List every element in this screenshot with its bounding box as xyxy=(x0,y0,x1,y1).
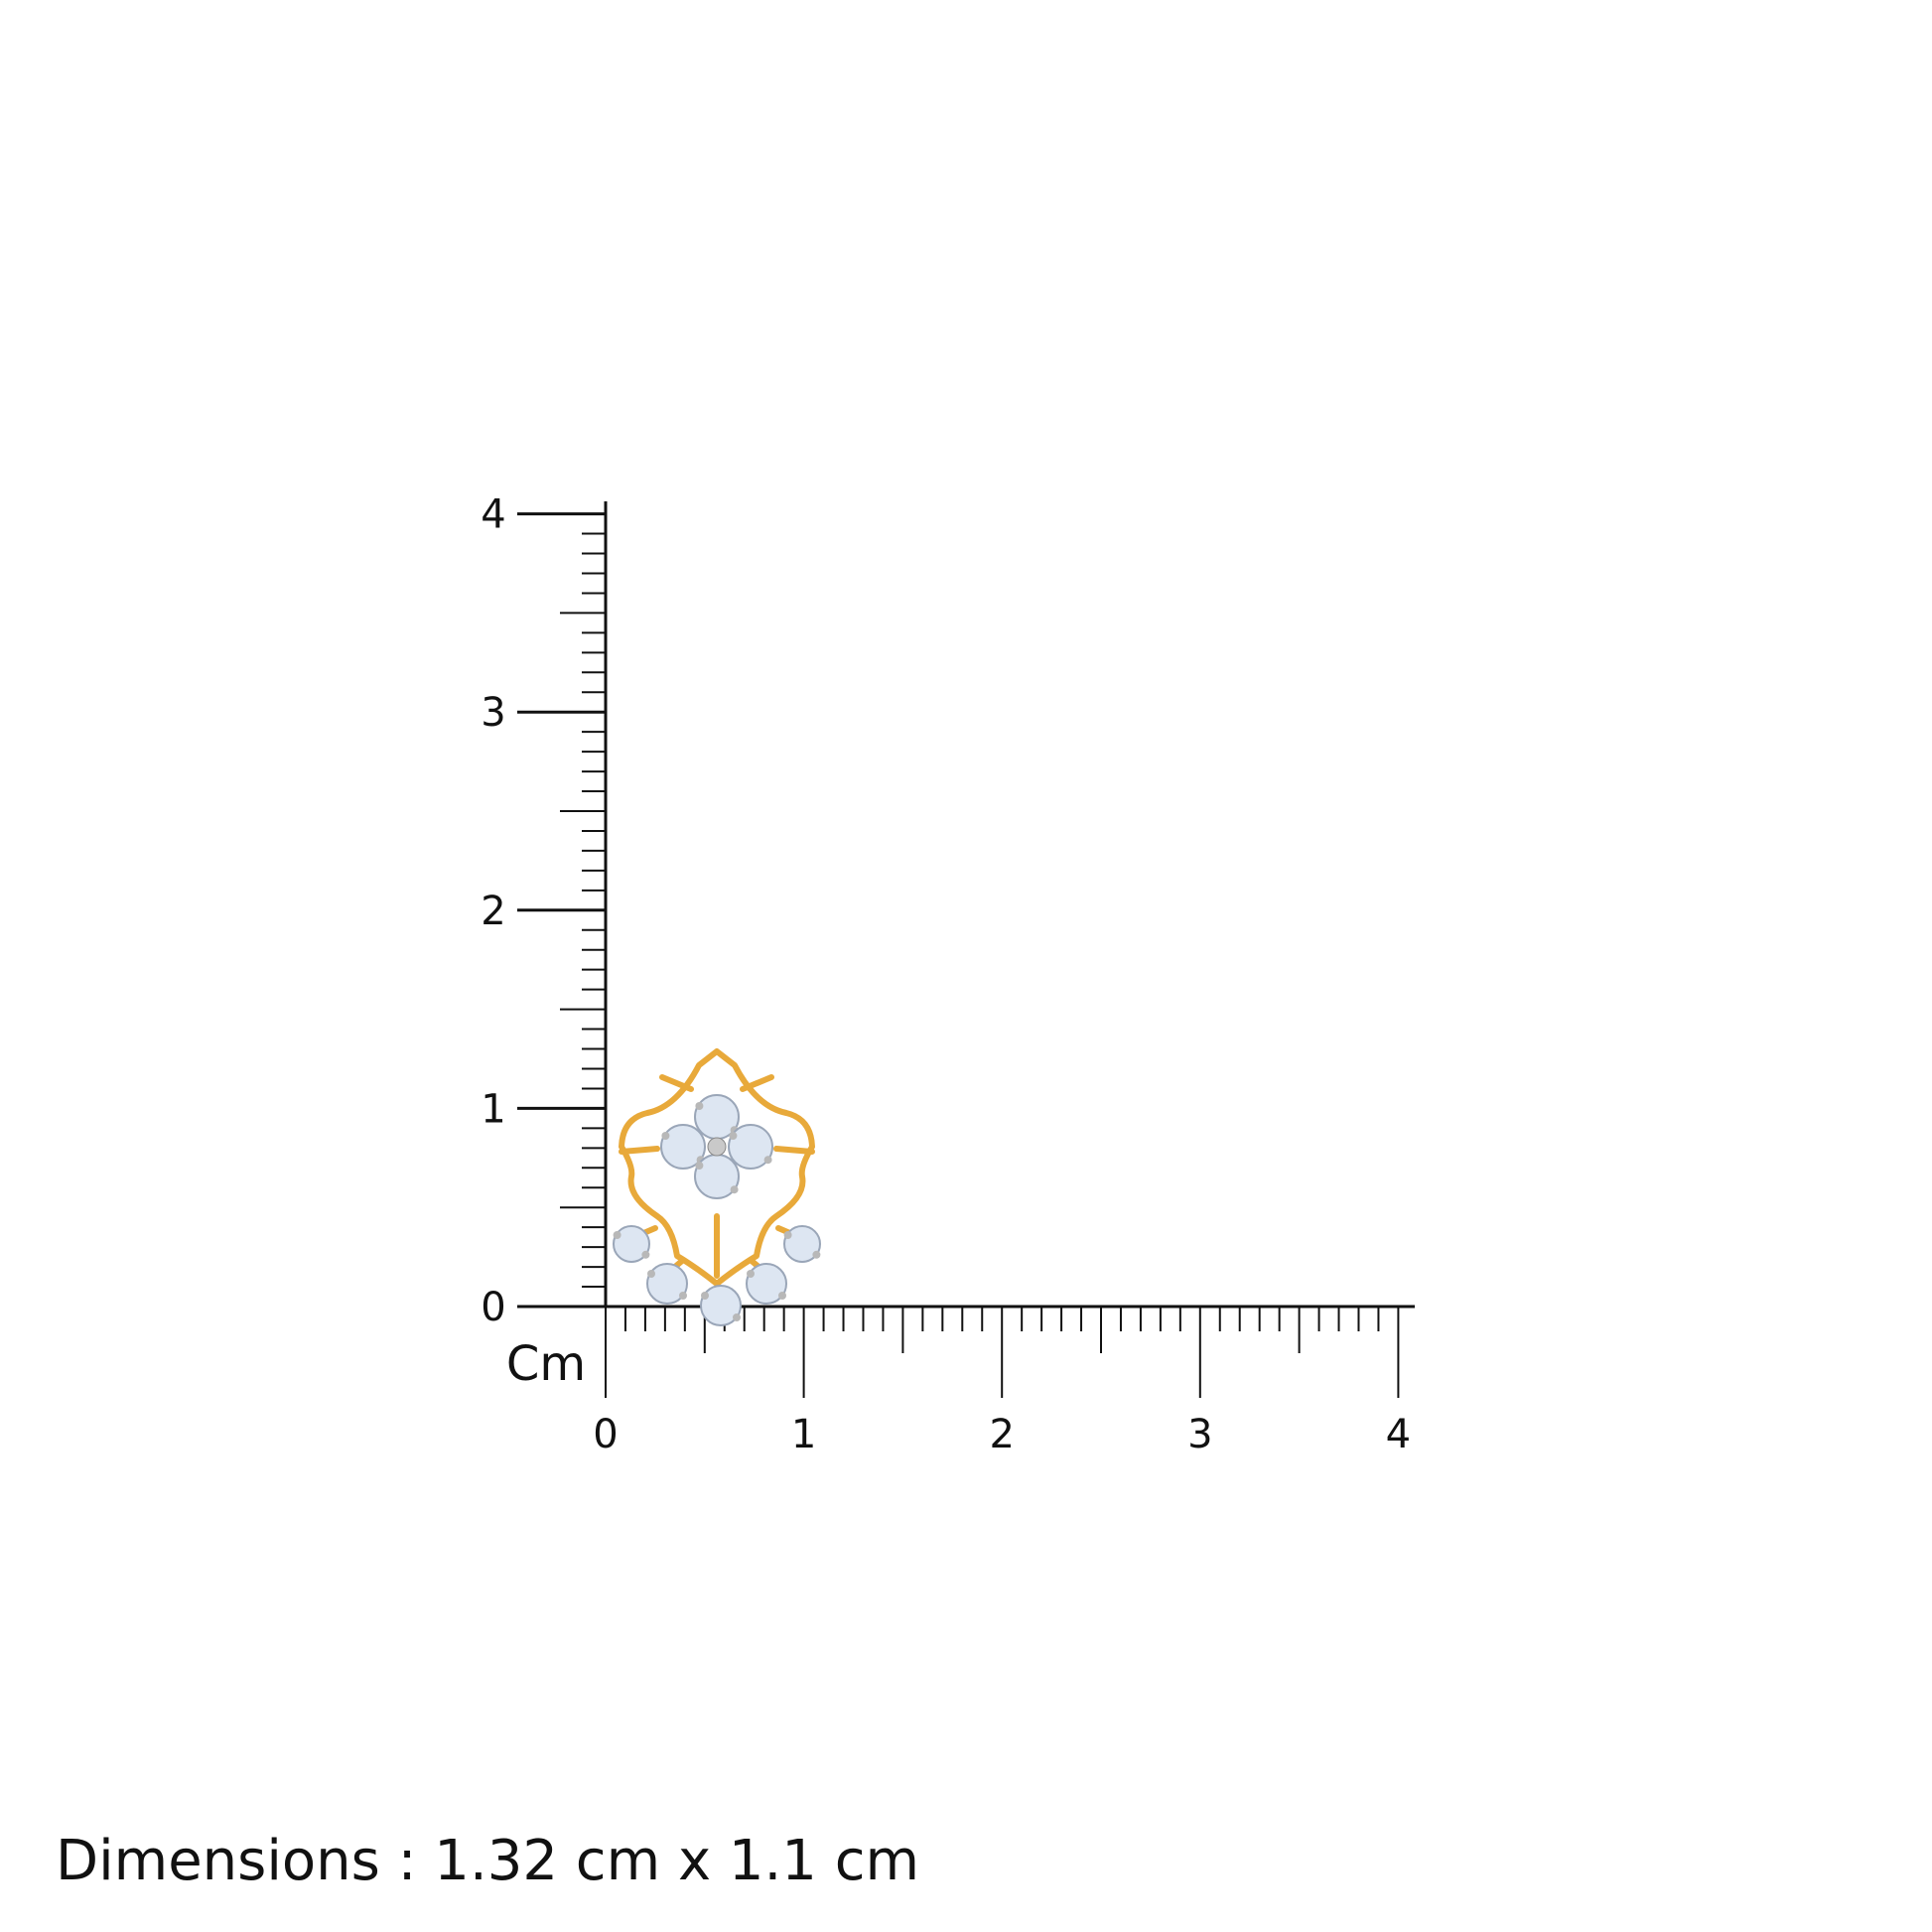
x-tick-label: 0 xyxy=(593,1412,618,1457)
ruler-axes: 0 1 2 3 4 0 1 2 3 4 xyxy=(481,492,1415,1457)
dimensions-caption: Dimensions : 1.32 cm x 1.1 cm xyxy=(56,1829,920,1893)
earring xyxy=(613,1048,821,1326)
x-tick-label: 2 xyxy=(989,1412,1014,1457)
diamond-stone xyxy=(660,1124,706,1170)
prong xyxy=(641,1250,650,1259)
frame-outline xyxy=(619,1048,815,1287)
prong xyxy=(812,1250,821,1259)
prong xyxy=(729,1132,738,1140)
x-tick-label: 4 xyxy=(1386,1412,1411,1457)
prong xyxy=(778,1292,786,1300)
prong xyxy=(613,1231,621,1239)
diamond-stone xyxy=(783,1225,821,1263)
prong xyxy=(695,1162,704,1170)
center-bead xyxy=(707,1137,727,1157)
unit-label: Cm xyxy=(506,1336,586,1392)
x-tick-label: 1 xyxy=(791,1412,816,1457)
prong xyxy=(695,1102,704,1110)
prong xyxy=(747,1270,755,1278)
prong xyxy=(763,1156,772,1165)
prong xyxy=(733,1313,741,1321)
prong xyxy=(783,1231,792,1239)
diamond-stone xyxy=(746,1263,787,1305)
x-tick-label: 3 xyxy=(1187,1412,1212,1457)
prong xyxy=(647,1270,655,1278)
y-tick-label: 3 xyxy=(481,690,505,736)
prong xyxy=(730,1185,739,1194)
prong xyxy=(701,1292,709,1300)
diamond-stone xyxy=(700,1285,742,1326)
prong xyxy=(661,1132,670,1140)
y-tick-label: 1 xyxy=(481,1086,505,1132)
diamond-stone xyxy=(728,1124,773,1170)
earring-product-image xyxy=(613,1048,821,1326)
y-tick-label: 0 xyxy=(481,1285,505,1330)
y-tick-label: 4 xyxy=(481,492,505,538)
diamond-stone xyxy=(613,1225,650,1263)
y-tick-label: 2 xyxy=(481,889,505,934)
prong xyxy=(679,1292,687,1300)
diamond-stone xyxy=(646,1263,688,1305)
